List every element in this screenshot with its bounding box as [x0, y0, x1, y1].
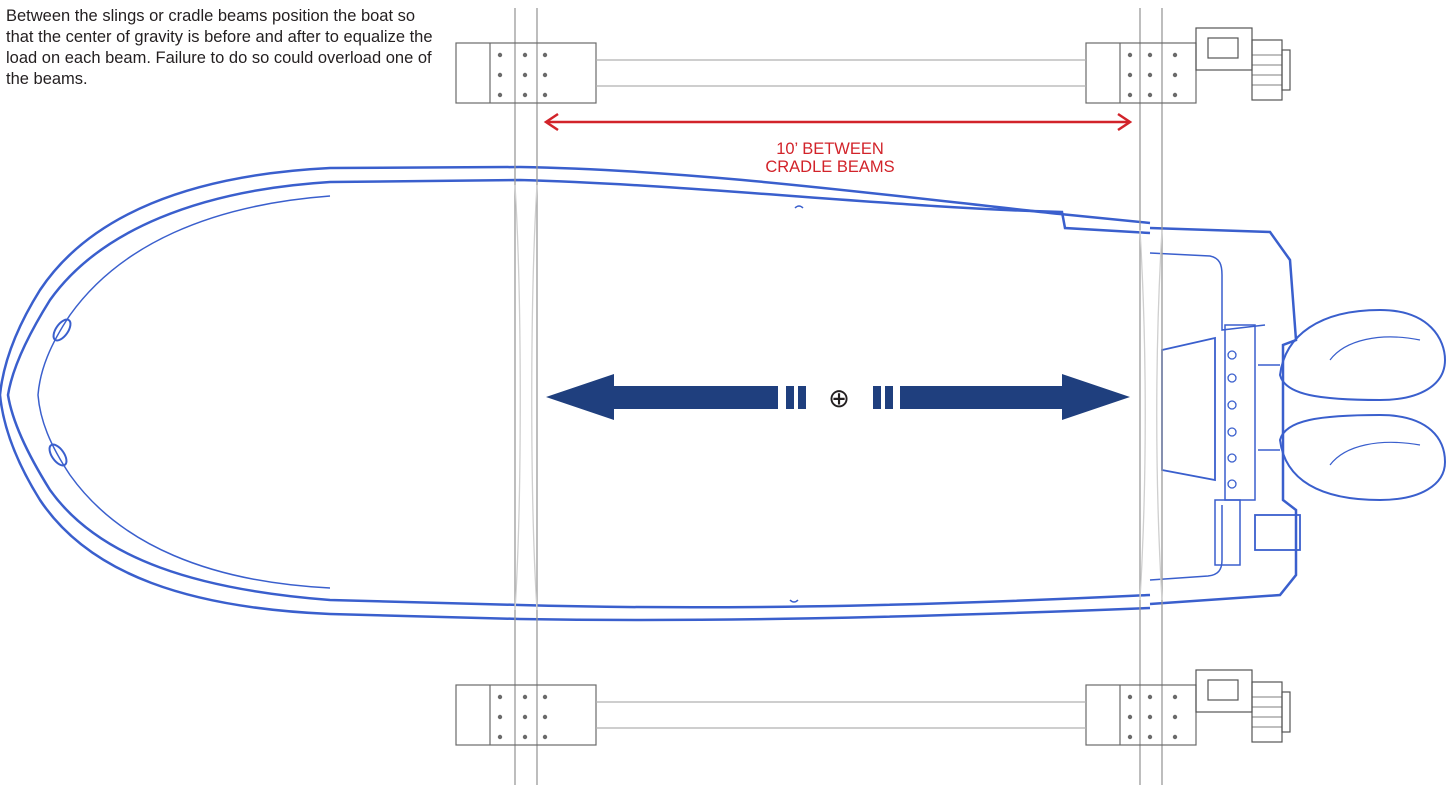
outboard-motor-icon: [1258, 308, 1447, 502]
boat-hull-icon: [0, 165, 1301, 622]
double-arrow-icon: [546, 374, 1130, 420]
beam-spacing-line2: CRADLE BEAMS: [765, 158, 895, 176]
center-of-gravity-icon: ⊕: [828, 384, 850, 414]
cradle-beam-lines: [514, 8, 1163, 785]
beam-spacing-label: 10’ BETWEEN CRADLE BEAMS: [700, 140, 960, 176]
winch-motor-icon: [1195, 27, 1291, 743]
instructions-text: Between the slings or cradle beams posit…: [6, 7, 433, 88]
beam-spacing-dimension-arrow: [543, 112, 1133, 132]
beam-spacing-line1: 10’ BETWEEN: [776, 140, 884, 158]
cradle-beam-icon: [455, 42, 1197, 746]
